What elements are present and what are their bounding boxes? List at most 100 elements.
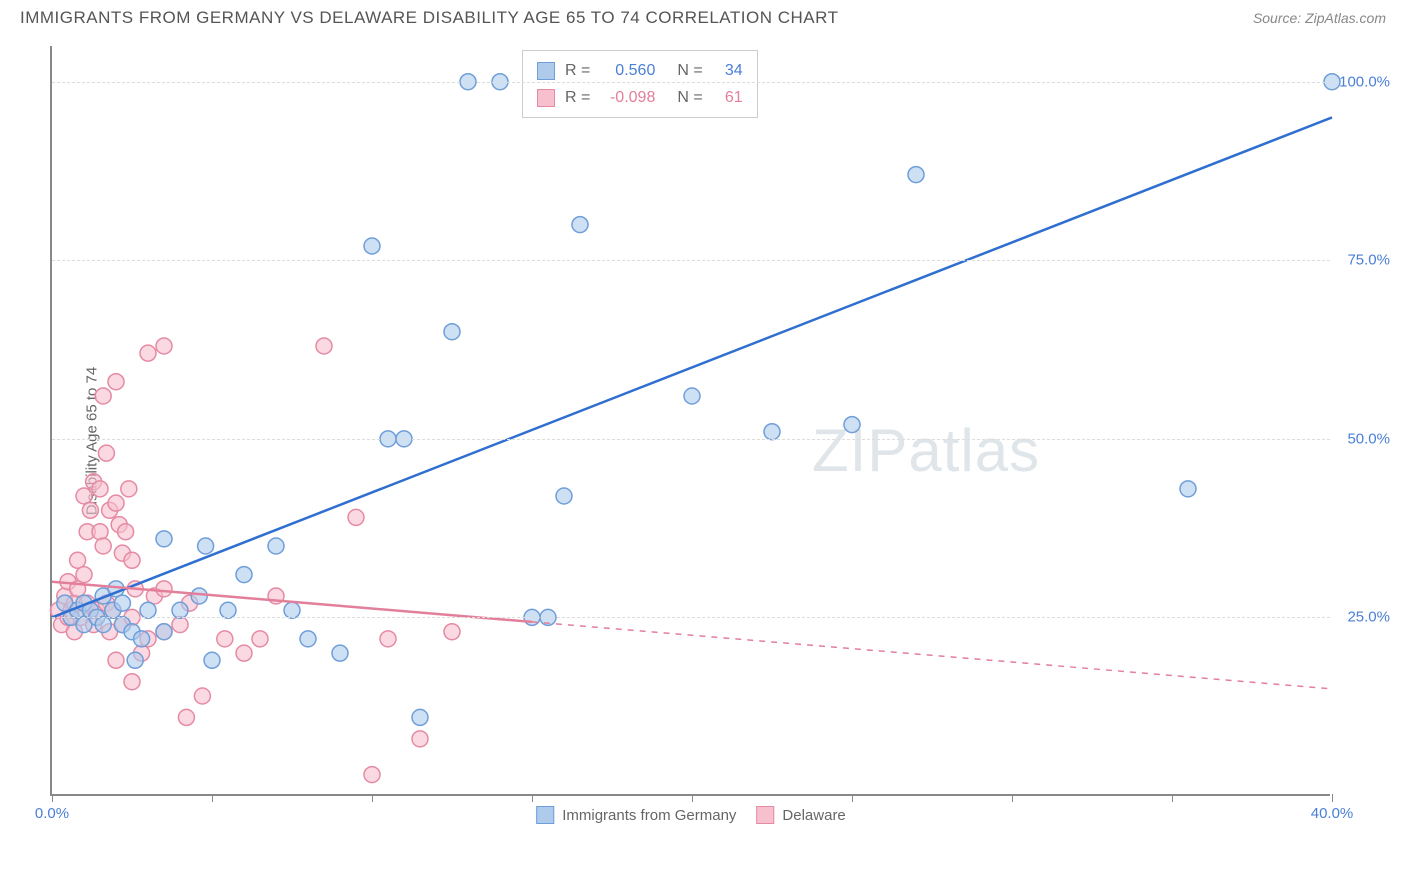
scatter-point — [156, 338, 172, 354]
scatter-point — [444, 324, 460, 340]
scatter-point — [908, 167, 924, 183]
x-tick — [1012, 794, 1013, 802]
scatter-point — [364, 238, 380, 254]
legend-stats-row: R =-0.098N =61 — [537, 84, 743, 111]
plot-area: ZIPatlas R =0.560N =34R =-0.098N =61 Imm… — [50, 46, 1330, 796]
scatter-point — [220, 602, 236, 618]
legend-swatch — [536, 806, 554, 824]
stat-r-value: -0.098 — [600, 84, 655, 111]
y-tick-label: 50.0% — [1347, 430, 1390, 447]
scatter-point — [95, 388, 111, 404]
legend-swatch — [756, 806, 774, 824]
stat-r-value: 0.560 — [600, 57, 655, 84]
scatter-point — [204, 652, 220, 668]
scatter-point — [76, 567, 92, 583]
gridline-h — [52, 439, 1330, 440]
scatter-point — [92, 524, 108, 540]
stat-r-label: R = — [565, 57, 590, 84]
scatter-point — [268, 538, 284, 554]
plot-svg — [52, 46, 1332, 796]
scatter-point — [114, 595, 130, 611]
legend-label: Immigrants from Germany — [562, 807, 736, 824]
gridline-h — [52, 82, 1330, 83]
y-tick-label: 25.0% — [1347, 609, 1390, 626]
scatter-point — [412, 709, 428, 725]
scatter-point — [118, 524, 134, 540]
legend-bottom: Immigrants from Germany Delaware — [536, 806, 846, 824]
x-tick — [852, 794, 853, 802]
scatter-point — [140, 345, 156, 361]
scatter-point — [764, 424, 780, 440]
scatter-point — [108, 374, 124, 390]
scatter-point — [140, 602, 156, 618]
scatter-point — [284, 602, 300, 618]
stat-n-label: N = — [677, 57, 702, 84]
legend-swatch — [537, 89, 555, 107]
x-tick — [692, 794, 693, 802]
scatter-point — [217, 631, 233, 647]
scatter-point — [124, 674, 140, 690]
scatter-point — [124, 552, 140, 568]
chart-header: IMMIGRANTS FROM GERMANY VS DELAWARE DISA… — [0, 0, 1406, 28]
scatter-point — [92, 481, 108, 497]
scatter-point — [412, 731, 428, 747]
scatter-point — [121, 481, 137, 497]
scatter-point — [178, 709, 194, 725]
scatter-point — [194, 688, 210, 704]
scatter-point — [556, 488, 572, 504]
x-tick — [52, 794, 53, 802]
scatter-point — [134, 631, 150, 647]
legend-item: Delaware — [756, 806, 845, 824]
x-tick-label: 0.0% — [35, 805, 69, 822]
scatter-point — [191, 588, 207, 604]
x-tick — [1332, 794, 1333, 802]
scatter-point — [572, 217, 588, 233]
x-tick — [532, 794, 533, 802]
chart-title: IMMIGRANTS FROM GERMANY VS DELAWARE DISA… — [20, 8, 838, 28]
scatter-point — [108, 652, 124, 668]
scatter-point — [844, 417, 860, 433]
legend-item: Immigrants from Germany — [536, 806, 736, 824]
scatter-point — [348, 509, 364, 525]
scatter-point — [236, 567, 252, 583]
y-tick-label: 75.0% — [1347, 252, 1390, 269]
stat-n-label: N = — [677, 84, 702, 111]
source-attribution: Source: ZipAtlas.com — [1253, 10, 1386, 26]
scatter-point — [444, 624, 460, 640]
legend-swatch — [537, 62, 555, 80]
scatter-point — [95, 617, 111, 633]
scatter-point — [684, 388, 700, 404]
scatter-point — [127, 652, 143, 668]
scatter-point — [1180, 481, 1196, 497]
scatter-point — [98, 445, 114, 461]
scatter-point — [380, 631, 396, 647]
legend-label: Delaware — [782, 807, 845, 824]
chart-container: Disability Age 65 to 74 ZIPatlas R =0.56… — [50, 46, 1390, 836]
stat-r-label: R = — [565, 84, 590, 111]
scatter-point — [172, 602, 188, 618]
scatter-point — [236, 645, 252, 661]
scatter-point — [252, 631, 268, 647]
scatter-point — [300, 631, 316, 647]
stat-n-value: 34 — [713, 57, 743, 84]
y-tick-label: 100.0% — [1339, 73, 1390, 90]
legend-stats-box: R =0.560N =34R =-0.098N =61 — [522, 50, 758, 118]
regression-line — [52, 117, 1332, 617]
scatter-point — [332, 645, 348, 661]
gridline-h — [52, 617, 1330, 618]
scatter-point — [198, 538, 214, 554]
scatter-point — [108, 495, 124, 511]
x-tick — [372, 794, 373, 802]
scatter-point — [156, 531, 172, 547]
scatter-point — [82, 502, 98, 518]
scatter-point — [316, 338, 332, 354]
gridline-h — [52, 260, 1330, 261]
scatter-point — [95, 538, 111, 554]
x-tick — [1172, 794, 1173, 802]
legend-stats-row: R = 0.560 N = 34 — [537, 57, 743, 84]
scatter-point — [364, 767, 380, 783]
scatter-point — [156, 624, 172, 640]
scatter-point — [156, 581, 172, 597]
regression-line-dashed — [532, 622, 1332, 689]
x-tick — [212, 794, 213, 802]
